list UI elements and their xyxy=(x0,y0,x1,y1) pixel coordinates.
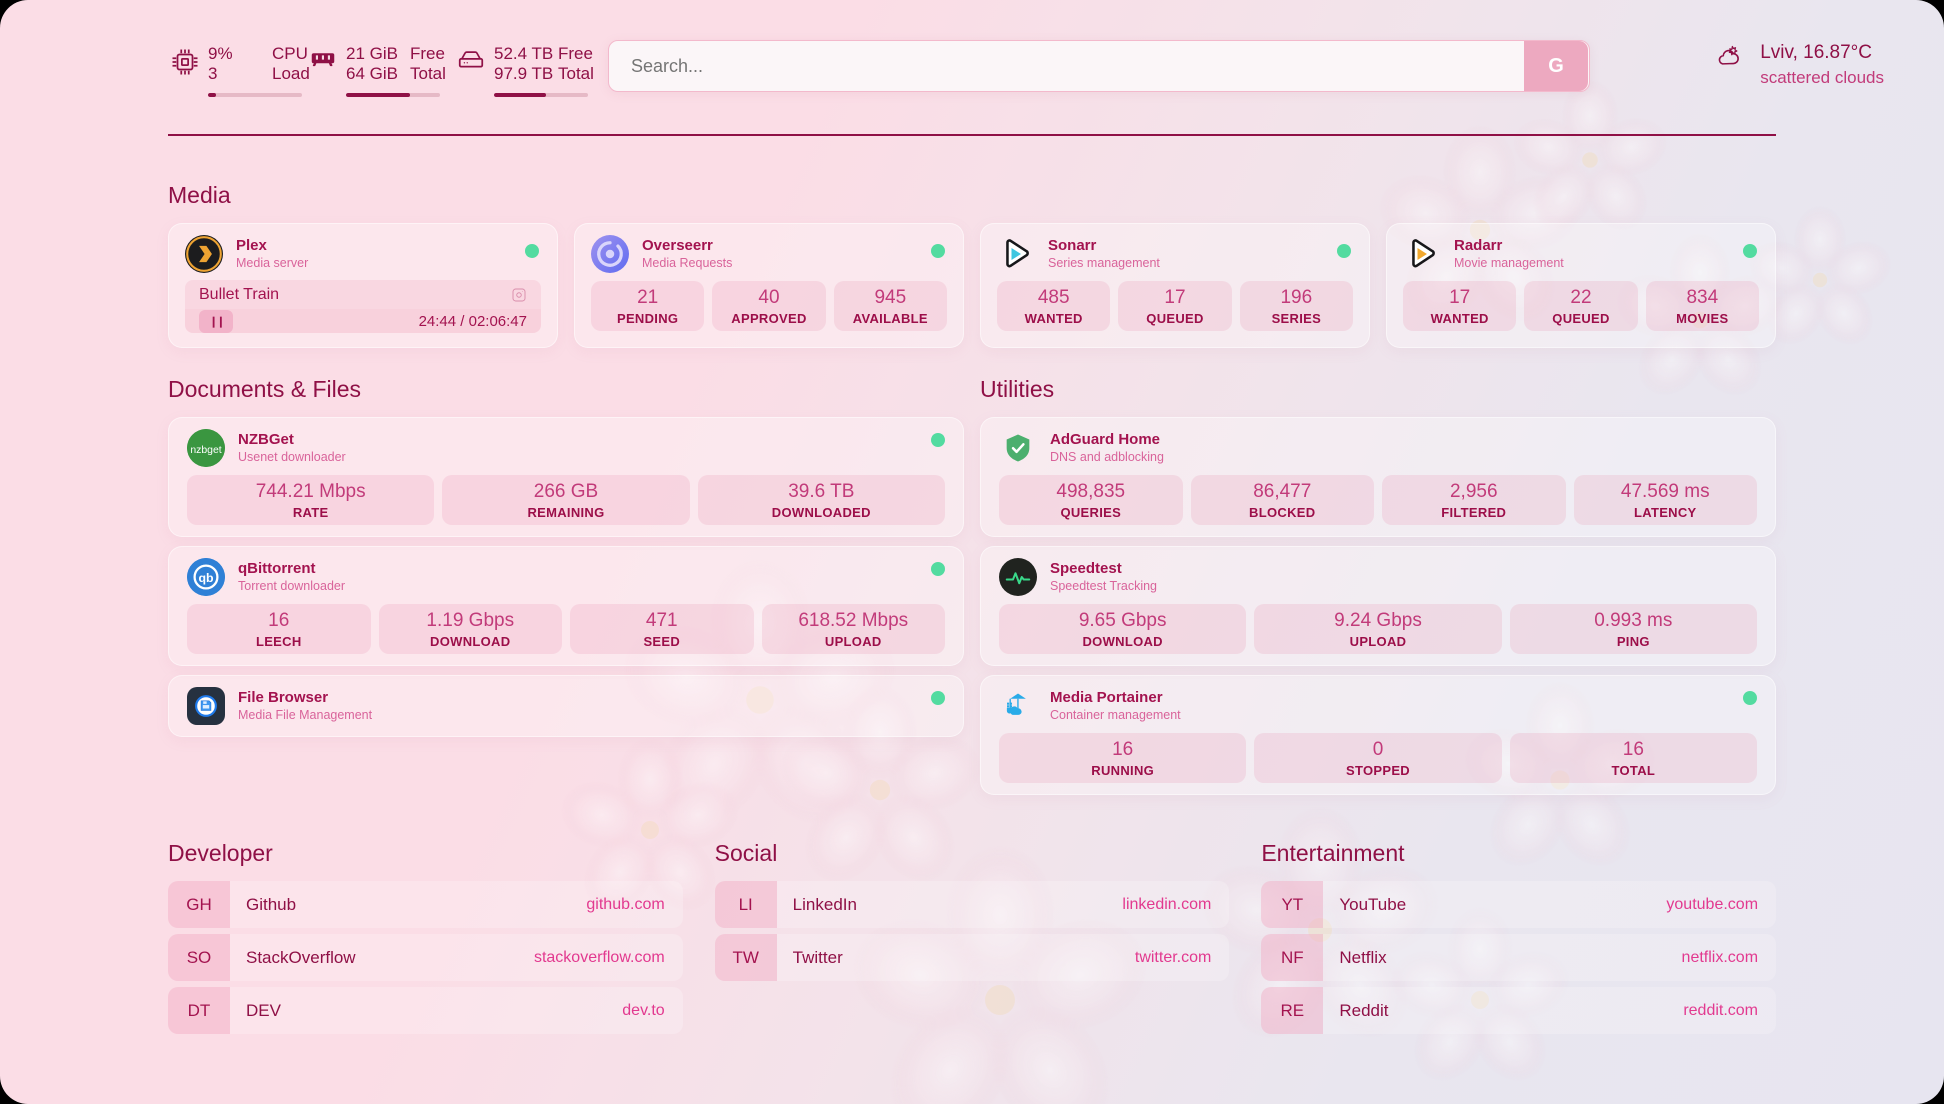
svg-text:qb: qb xyxy=(198,571,214,585)
svg-text:nzbget: nzbget xyxy=(190,445,221,456)
